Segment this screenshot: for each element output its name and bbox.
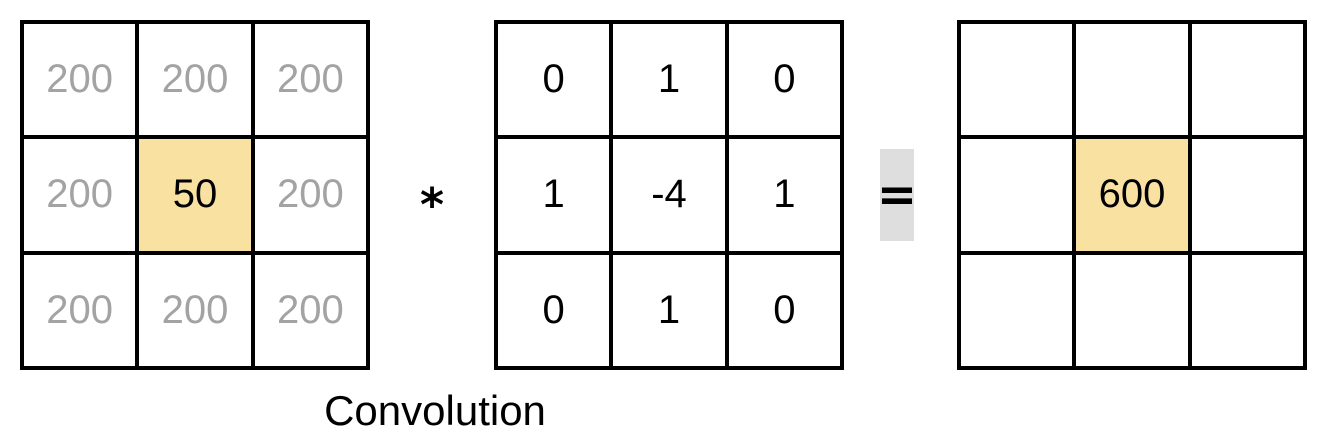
output-cell: [959, 252, 1075, 368]
kernel-cell: 1: [611, 252, 727, 368]
input-cell: 200: [137, 252, 253, 368]
input-image-grid: 200 200 200 200 50 200 200 200 200: [20, 20, 370, 370]
output-cell: [1074, 252, 1190, 368]
kernel-cell: 1: [611, 22, 727, 138]
output-cell: [959, 137, 1075, 253]
kernel-cell: 1: [496, 137, 612, 253]
convolution-operator: *: [419, 178, 445, 232]
kernel-cell: 0: [726, 252, 842, 368]
input-cell: 200: [252, 22, 368, 138]
input-cell: 200: [22, 252, 138, 368]
input-center-cell: 50: [137, 137, 253, 253]
kernel-cell: 0: [496, 252, 612, 368]
input-cell: 200: [252, 137, 368, 253]
kernel-cell: 0: [496, 22, 612, 138]
output-cell: [1189, 137, 1305, 253]
kernel-grid: 0 1 0 1 -4 1 0 1 0: [494, 20, 844, 370]
output-center-cell: 600: [1074, 137, 1190, 253]
output-cell: [1074, 22, 1190, 138]
output-grid: 600: [957, 20, 1307, 370]
kernel-cell: 0: [726, 22, 842, 138]
input-cell: 200: [252, 252, 368, 368]
kernel-center-cell: -4: [611, 137, 727, 253]
output-cell: [1189, 252, 1305, 368]
caption: Convolution: [324, 387, 546, 434]
kernel-cell: 1: [726, 137, 842, 253]
output-cell: [1189, 22, 1305, 138]
equals-operator: =: [877, 149, 917, 241]
input-cell: 200: [22, 137, 138, 253]
input-cell: 200: [137, 22, 253, 138]
input-cell: 200: [22, 22, 138, 138]
output-cell: [959, 22, 1075, 138]
